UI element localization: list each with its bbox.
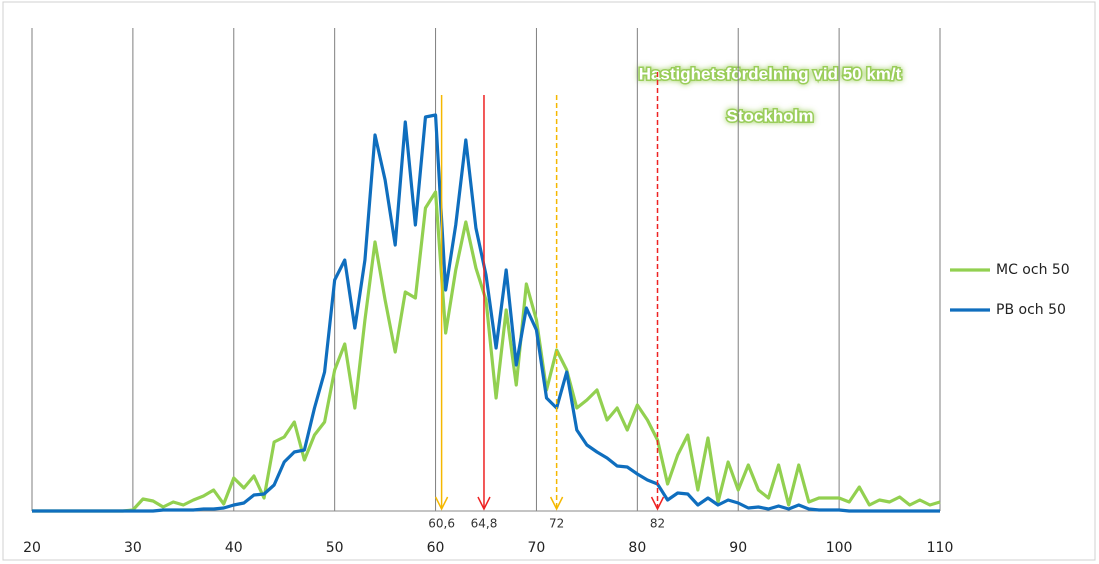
x-tick-label: 90 xyxy=(729,540,747,556)
legend-label: PB och 50 xyxy=(996,302,1066,318)
annotation-arrowhead xyxy=(477,496,491,511)
x-tick-label: 110 xyxy=(927,540,954,556)
x-tick-label: 70 xyxy=(528,540,546,556)
x-tick-label: 20 xyxy=(23,540,41,556)
annotation-arrowhead xyxy=(434,496,449,511)
annotation-arrowhead xyxy=(650,496,665,511)
x-tick-label: 100 xyxy=(826,540,853,556)
x-tick-label: 60 xyxy=(427,540,445,556)
x-tick-label: 40 xyxy=(225,540,243,556)
chart-title: Hastighetsfördelning vid 50 km/t xyxy=(639,64,902,83)
annotation-label: 64,8 xyxy=(471,517,498,531)
annotation-arrowhead xyxy=(549,496,564,511)
annotation-label: 60,6 xyxy=(428,517,455,531)
x-tick-label: 80 xyxy=(628,540,646,556)
annotation-label: 72 xyxy=(549,517,564,531)
x-tick-label: 50 xyxy=(326,540,344,556)
legend-label: MC och 50 xyxy=(996,262,1070,278)
chart-subtitle: Stockholm xyxy=(727,106,814,125)
annotation-label: 82 xyxy=(650,517,665,531)
x-tick-label: 30 xyxy=(124,540,142,556)
series-line xyxy=(32,113,940,513)
series-line xyxy=(32,190,941,513)
